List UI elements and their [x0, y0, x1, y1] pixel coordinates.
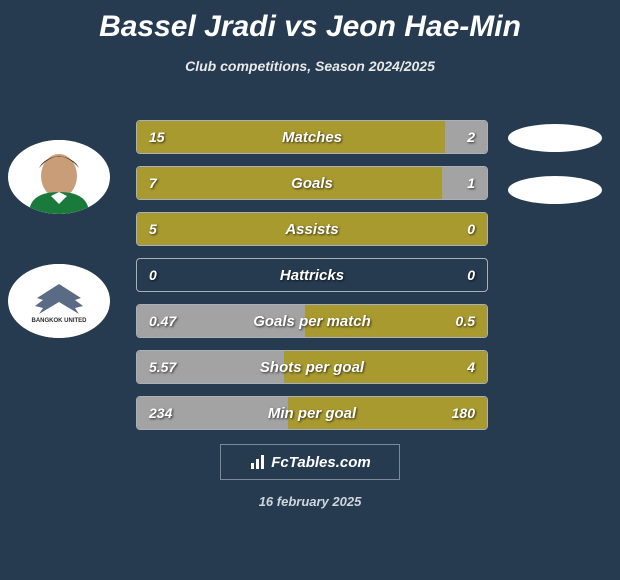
stat-value-right: 2 — [425, 129, 475, 145]
stat-value-left: 5.57 — [149, 359, 199, 375]
stat-value-right: 180 — [425, 405, 475, 421]
stat-value-right: 0 — [425, 267, 475, 283]
club-avatar-svg: BANGKOK UNITED — [8, 264, 110, 338]
vs-text: vs — [284, 10, 317, 43]
stat-label: Assists — [199, 221, 425, 238]
club-name-text: BANGKOK UNITED — [32, 318, 88, 324]
stat-label: Shots per goal — [199, 359, 425, 376]
footer-brand: FcTables.com — [220, 444, 400, 480]
stat-label: Goals per match — [199, 313, 425, 330]
stat-value-right: 4 — [425, 359, 475, 375]
stat-label: Hattricks — [199, 267, 425, 284]
stat-label: Min per goal — [199, 405, 425, 422]
stat-value-left: 234 — [149, 405, 199, 421]
stats-rows: 15Matches27Goals15Assists00Hattricks00.4… — [136, 120, 488, 442]
stat-row: 5Assists0 — [136, 212, 488, 246]
stat-value-right: 0.5 — [425, 313, 475, 329]
chart-icon — [249, 453, 267, 471]
oval-1 — [508, 124, 602, 152]
player1-avatar — [8, 140, 110, 214]
stat-value-right: 0 — [425, 221, 475, 237]
stat-value-left: 0.47 — [149, 313, 199, 329]
player1-name: Bassel Jradi — [99, 10, 276, 43]
stat-row: 5.57Shots per goal4 — [136, 350, 488, 384]
stat-value-left: 0 — [149, 267, 199, 283]
stat-label: Matches — [199, 129, 425, 146]
player1-avatar-svg — [8, 140, 110, 214]
subtitle: Club competitions, Season 2024/2025 — [0, 58, 620, 74]
stat-row: 234Min per goal180 — [136, 396, 488, 430]
stat-row: 0Hattricks0 — [136, 258, 488, 292]
stat-row: 7Goals1 — [136, 166, 488, 200]
stat-value-left: 15 — [149, 129, 199, 145]
footer-date: 16 february 2025 — [259, 494, 362, 509]
stat-value-right: 1 — [425, 175, 475, 191]
club-avatar: BANGKOK UNITED — [8, 264, 110, 338]
stat-value-left: 5 — [149, 221, 199, 237]
stat-row: 15Matches2 — [136, 120, 488, 154]
oval-2 — [508, 176, 602, 204]
stat-label: Goals — [199, 175, 425, 192]
player2-name: Jeon Hae-Min — [326, 10, 521, 43]
stat-row: 0.47Goals per match0.5 — [136, 304, 488, 338]
page-title: Bassel Jradi vs Jeon Hae-Min — [0, 0, 620, 44]
right-ovals — [508, 124, 602, 228]
stat-value-left: 7 — [149, 175, 199, 191]
footer-brand-text: FcTables.com — [271, 454, 370, 471]
avatars-column: BANGKOK UNITED — [8, 140, 110, 388]
